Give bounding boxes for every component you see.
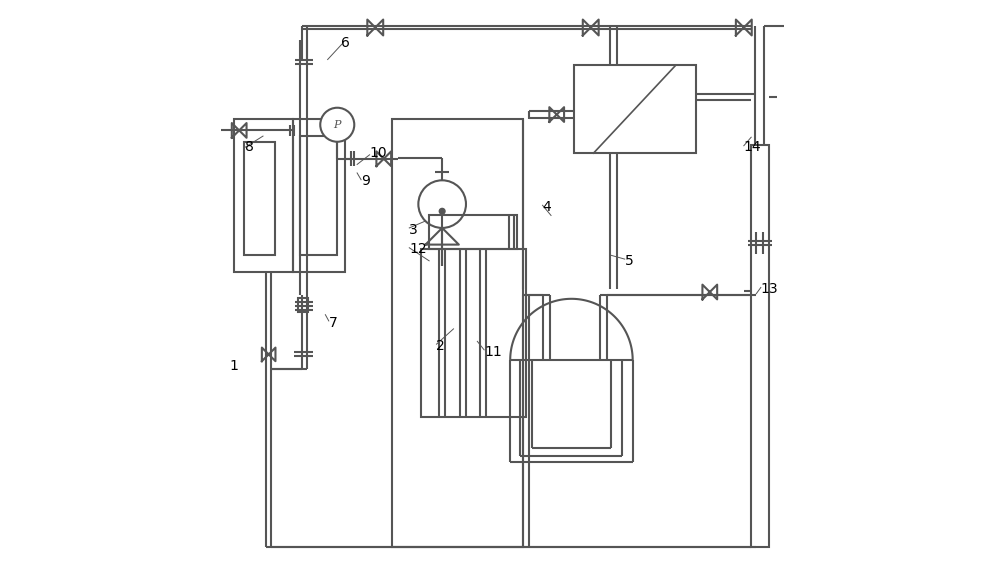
Circle shape bbox=[320, 108, 354, 142]
Bar bbox=[429, 215, 517, 249]
Text: 2: 2 bbox=[436, 339, 445, 353]
Text: 1: 1 bbox=[229, 359, 238, 373]
Circle shape bbox=[439, 209, 445, 214]
Text: 11: 11 bbox=[484, 345, 502, 358]
Bar bbox=[244, 142, 275, 255]
Text: 13: 13 bbox=[761, 282, 778, 296]
Text: 8: 8 bbox=[245, 141, 254, 154]
Bar bbox=[574, 65, 696, 153]
Bar bbox=[392, 119, 523, 547]
Bar bbox=[298, 298, 308, 312]
Text: 6: 6 bbox=[341, 36, 350, 49]
Text: 5: 5 bbox=[625, 254, 633, 268]
Text: 7: 7 bbox=[329, 316, 338, 330]
Bar bbox=[300, 136, 337, 255]
Text: P: P bbox=[334, 120, 341, 130]
Bar bbox=[421, 249, 526, 417]
Text: 10: 10 bbox=[370, 146, 387, 160]
Bar bbox=[751, 145, 769, 547]
Bar bbox=[293, 119, 345, 272]
Text: 4: 4 bbox=[543, 200, 551, 214]
Text: 14: 14 bbox=[744, 141, 761, 154]
Text: 12: 12 bbox=[409, 243, 427, 256]
Bar bbox=[234, 119, 293, 272]
Text: 9: 9 bbox=[361, 175, 370, 188]
Text: 3: 3 bbox=[409, 223, 418, 236]
